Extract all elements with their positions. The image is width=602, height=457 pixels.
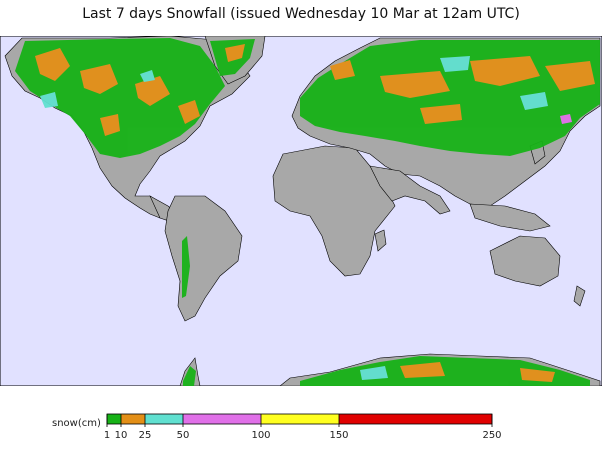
continent-australia xyxy=(489,235,561,287)
map-title: Last 7 days Snowfall (issued Wednesday 1… xyxy=(82,6,520,22)
legend-bin-5 xyxy=(339,414,492,424)
legend-color-bar: 1 10 25 50 100 150 250 xyxy=(104,413,502,441)
landmass-south-asia xyxy=(369,165,451,215)
legend-tick-label: 50 xyxy=(177,430,190,441)
legend-bin-4 xyxy=(261,414,339,424)
landmass-new-zealand xyxy=(573,285,586,307)
snow-overlay-eurasia xyxy=(300,40,600,156)
legend-bin-2 xyxy=(145,414,183,424)
legend-tick-label: 150 xyxy=(329,430,348,441)
landmass-southeast-asia xyxy=(469,203,551,232)
legend-tick-label: 100 xyxy=(251,430,270,441)
world-map[interactable] xyxy=(0,36,602,386)
legend-tick-label: 10 xyxy=(115,430,128,441)
snowfall-legend: snow(cm) 1 10 25 50 100 150 250 xyxy=(0,398,602,457)
continent-africa xyxy=(272,145,396,277)
landmass-madagascar xyxy=(374,229,387,252)
snow-overlay-north-america xyxy=(15,38,255,158)
legend-tick-label: 25 xyxy=(139,430,152,441)
legend-tick-label: 1 xyxy=(104,430,110,441)
snow-overlay-south-america xyxy=(182,236,190,298)
legend-label: snow(cm) xyxy=(52,418,101,429)
legend-bin-0 xyxy=(107,414,121,424)
legend-bin-1 xyxy=(121,414,145,424)
snow-overlay-antarctica xyxy=(183,356,590,386)
legend-tick-label: 250 xyxy=(482,430,501,441)
map-svg xyxy=(0,36,602,386)
legend-bin-3 xyxy=(183,414,261,424)
